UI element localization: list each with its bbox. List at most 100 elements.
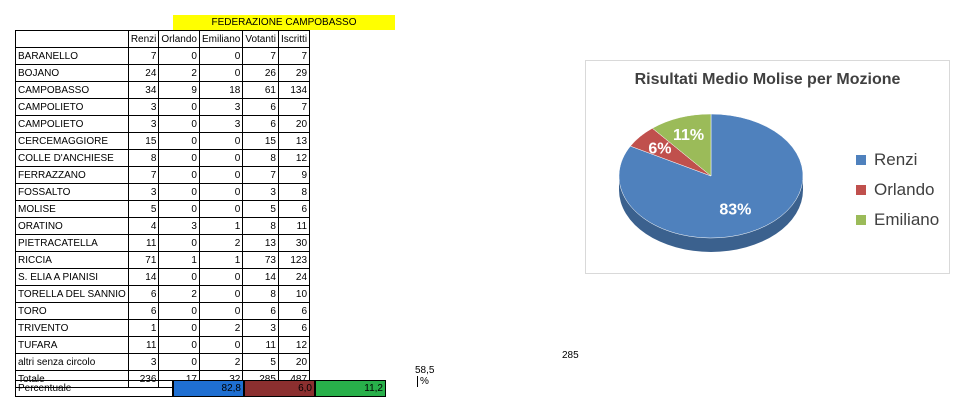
row-orlando: 9 [158, 81, 200, 99]
row-emiliano: 2 [198, 353, 244, 371]
row-emiliano: 0 [198, 336, 244, 354]
row-orlando: 0 [158, 166, 200, 184]
table-row: RICCIA 71 1 1 73 123 [15, 251, 311, 269]
row-name: TUFARA [15, 336, 129, 354]
row-renzi: 15 [127, 132, 160, 150]
table-row: COLLE D'ANCHIESE 8 0 0 8 12 [15, 149, 311, 167]
row-votanti: 6 [242, 302, 279, 320]
table-row: MOLISE 5 0 0 5 6 [15, 200, 311, 218]
affluenza-unit: % [417, 376, 429, 387]
row-renzi: 3 [127, 115, 160, 133]
row-iscritti: 134 [277, 81, 311, 99]
legend-item-renzi: Renzi [856, 145, 939, 175]
row-votanti: 26 [242, 64, 279, 82]
row-emiliano: 0 [198, 166, 244, 184]
percentuale-emiliano: 11,2 [315, 380, 386, 397]
row-emiliano: 0 [198, 64, 244, 82]
total-extra-value: 285 [562, 350, 579, 361]
row-orlando: 0 [158, 183, 200, 201]
header-blank [15, 30, 129, 48]
row-iscritti: 12 [277, 336, 311, 354]
row-votanti: 3 [242, 319, 279, 337]
row-iscritti: 13 [277, 132, 311, 150]
row-orlando: 1 [158, 251, 200, 269]
row-renzi: 71 [127, 251, 160, 269]
row-renzi: 3 [127, 353, 160, 371]
chart-legend: Renzi Orlando Emiliano [856, 145, 939, 235]
row-orlando: 0 [158, 234, 200, 252]
row-votanti: 61 [242, 81, 279, 99]
row-orlando: 0 [158, 353, 200, 371]
row-orlando: 0 [158, 47, 200, 65]
row-name: CAMPOBASSO [15, 81, 129, 99]
row-iscritti: 7 [277, 47, 311, 65]
row-renzi: 6 [127, 302, 160, 320]
legend-swatch [856, 185, 866, 195]
table-row: CAMPOBASSO 34 9 18 61 134 [15, 81, 311, 99]
row-iscritti: 20 [277, 353, 311, 371]
row-votanti: 11 [242, 336, 279, 354]
row-emiliano: 0 [198, 268, 244, 286]
row-iscritti: 11 [277, 217, 311, 235]
table-row: CAMPOLIETO 3 0 3 6 7 [15, 98, 311, 116]
row-emiliano: 0 [198, 132, 244, 150]
row-votanti: 14 [242, 268, 279, 286]
header-orlando: Orlando [158, 30, 200, 48]
row-emiliano: 3 [198, 98, 244, 116]
row-name: BOJANO [15, 64, 129, 82]
table-row: altri senza circolo 3 0 2 5 20 [15, 353, 311, 371]
row-orlando: 0 [158, 302, 200, 320]
row-emiliano: 1 [198, 217, 244, 235]
row-name: altri senza circolo [15, 353, 129, 371]
legend-label: Emiliano [874, 210, 940, 229]
percentuale-label: Percentuale [15, 380, 173, 397]
row-renzi: 236 [127, 370, 160, 388]
row-orlando: 0 [158, 115, 200, 133]
row-name: TORO [15, 302, 129, 320]
row-renzi: 6 [127, 285, 160, 303]
row-votanti: 8 [242, 285, 279, 303]
results-table: Renzi Orlando Emiliano Votanti Iscritti BARAN… [15, 30, 311, 388]
row-iscritti: 20 [277, 115, 311, 133]
table-row: S. ELIA A PIANISI 14 0 0 14 24 [15, 268, 311, 286]
row-orlando: 0 [158, 200, 200, 218]
row-iscritti: 123 [277, 251, 311, 269]
row-name: Totale [15, 370, 129, 388]
pie-label-emiliano: 11% [673, 127, 704, 144]
row-votanti: 5 [242, 200, 279, 218]
row-name: ORATINO [15, 217, 129, 235]
row-votanti: 6 [242, 115, 279, 133]
table-row: FOSSALTO 3 0 0 3 8 [15, 183, 311, 201]
row-votanti: 73 [242, 251, 279, 269]
table-row: BOJANO 24 2 0 26 29 [15, 64, 311, 82]
header-renzi: Renzi [127, 30, 160, 48]
row-renzi: 11 [127, 234, 160, 252]
row-iscritti: 29 [277, 64, 311, 82]
row-renzi: 11 [127, 336, 160, 354]
row-iscritti: 7 [277, 98, 311, 116]
row-iscritti: 24 [277, 268, 311, 286]
row-renzi: 4 [127, 217, 160, 235]
row-name: TRIVENTO [15, 319, 129, 337]
row-orlando: 0 [158, 268, 200, 286]
affluenza-row: 58,5 % [415, 365, 434, 387]
row-name: COLLE D'ANCHIESE [15, 149, 129, 167]
table-row: ORATINO 4 3 1 8 11 [15, 217, 311, 235]
table-row: BARANELLO 7 0 0 7 7 [15, 47, 311, 65]
legend-swatch [856, 215, 866, 225]
row-iscritti: 6 [277, 319, 311, 337]
row-renzi: 3 [127, 98, 160, 116]
table-row: CERCEMAGGIORE 15 0 0 15 13 [15, 132, 311, 150]
row-name: PIETRACATELLA [15, 234, 129, 252]
header-emiliano: Emiliano [198, 30, 244, 48]
row-name: BARANELLO [15, 47, 129, 65]
header-iscritti: Iscritti [277, 30, 311, 48]
row-iscritti: 30 [277, 234, 311, 252]
row-orlando: 0 [158, 98, 200, 116]
row-orlando: 2 [158, 64, 200, 82]
row-emiliano: 0 [198, 302, 244, 320]
row-orlando: 0 [158, 132, 200, 150]
row-name: CAMPOLIETO [15, 98, 129, 116]
pie-chart: Risultati Medio Molise per Mozione 83% 6%… [585, 60, 950, 274]
row-votanti: 15 [242, 132, 279, 150]
